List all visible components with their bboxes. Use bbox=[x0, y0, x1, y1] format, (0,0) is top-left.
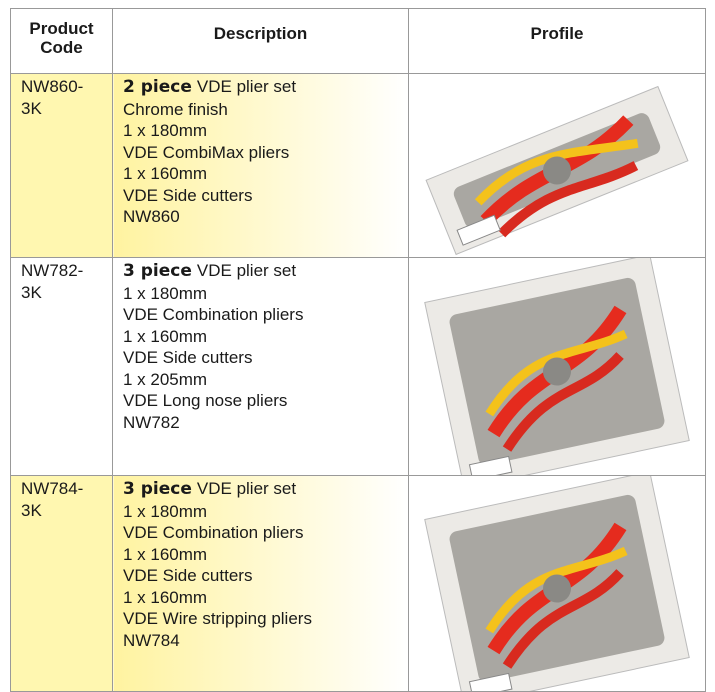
product-table: Product Code Description Profile NW860-3… bbox=[10, 8, 706, 692]
header-text: Product Code bbox=[29, 19, 94, 58]
description-line: 1 x 160mm bbox=[123, 164, 208, 183]
description-line: VDE CombiMax pliers bbox=[123, 142, 290, 162]
description-line: 1 x 180mm bbox=[123, 121, 208, 140]
product-code: NW782-3K bbox=[21, 261, 84, 302]
description-heading: 3 piece VDE plier set bbox=[123, 478, 398, 501]
description-line: Chrome finish bbox=[123, 99, 228, 119]
description-line: VDE Side cutters bbox=[123, 566, 253, 585]
header-row: Product Code Description Profile bbox=[10, 8, 706, 74]
code-cell: NW784-3K bbox=[10, 475, 113, 692]
description-line: 1 x 180mm bbox=[123, 501, 208, 521]
description-heading: 2 piece VDE plier set bbox=[123, 76, 398, 99]
set-title: VDE plier set bbox=[196, 261, 297, 280]
header-cell: Product Code bbox=[10, 8, 113, 74]
description-line: 1 x 160mm bbox=[123, 544, 208, 564]
description-line: 1 x 205mm bbox=[123, 369, 208, 389]
piece-count: 3 piece bbox=[123, 479, 192, 499]
description-heading: 3 piece VDE plier set bbox=[123, 260, 398, 283]
product-row: NW860-3K 2 piece VDE plier set Chrome finis… bbox=[10, 73, 706, 258]
table-body: NW860-3K 2 piece VDE plier set Chrome finis… bbox=[10, 73, 706, 692]
product-photo bbox=[424, 476, 690, 691]
profile-cell bbox=[408, 475, 706, 692]
description-line: VDE Side cutters bbox=[123, 348, 253, 367]
set-title: VDE plier set bbox=[196, 77, 297, 96]
description-line: VDE Wire stripping pliers bbox=[123, 609, 312, 628]
set-title: VDE plier set bbox=[196, 479, 297, 498]
description-cell: 2 piece VDE plier set Chrome finish 1 x 180… bbox=[112, 73, 409, 258]
product-photo bbox=[424, 258, 690, 475]
product-row: NW782-3K 3 piece VDE plier set 1 x 180mm VDE… bbox=[10, 257, 706, 476]
description-line: VDE Combination pliers bbox=[123, 523, 304, 542]
description-line: 1 x 180mm bbox=[123, 283, 208, 303]
piece-count: 3 piece bbox=[123, 261, 192, 281]
profile-cell bbox=[408, 257, 706, 476]
page-body: Product Code Description Profile NW860-3… bbox=[10, 8, 706, 692]
description-line: NW860 bbox=[123, 207, 180, 226]
description-line: NW784 bbox=[123, 630, 180, 650]
description-line: 1 x 160mm bbox=[123, 326, 208, 346]
description-cell: 3 piece VDE plier set 1 x 180mm VDE Combina… bbox=[112, 475, 409, 692]
description-line: VDE Long nose pliers bbox=[123, 391, 288, 410]
description-line: VDE Side cutters bbox=[123, 185, 253, 205]
header-cell: Description bbox=[112, 8, 409, 74]
page: {"table": { "header": ["Product Code", "… bbox=[10, 8, 706, 692]
product-code: NW860-3K bbox=[21, 77, 84, 118]
product-photo bbox=[425, 85, 689, 256]
header-cell: Profile bbox=[408, 8, 706, 74]
description-line: VDE Combination pliers bbox=[123, 305, 304, 324]
description-line: 1 x 160mm bbox=[123, 587, 208, 607]
description-line: NW782 bbox=[123, 412, 180, 432]
code-cell: NW782-3K bbox=[10, 257, 113, 476]
product-code: NW784-3K bbox=[21, 479, 84, 520]
description-cell: 3 piece VDE plier set 1 x 180mm VDE Combina… bbox=[112, 257, 409, 476]
profile-cell bbox=[408, 73, 706, 258]
product-row: NW784-3K 3 piece VDE plier set 1 x 180mm VDE… bbox=[10, 475, 706, 692]
piece-count: 2 piece bbox=[123, 77, 192, 97]
code-cell: NW860-3K bbox=[10, 73, 113, 258]
